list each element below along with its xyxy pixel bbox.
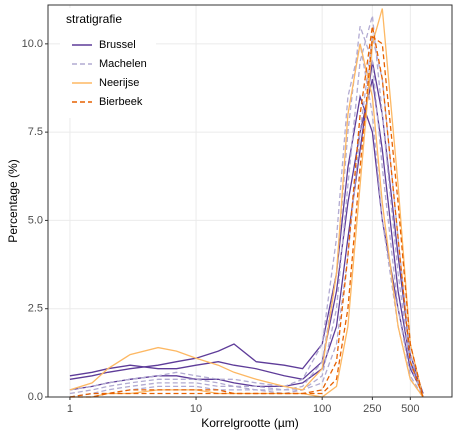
curve <box>69 36 424 398</box>
curve <box>69 43 424 398</box>
y-tick-label: 0.0 <box>28 391 43 403</box>
legend-background <box>60 8 156 118</box>
legend: stratigrafie Brussel Machelen Neerijse Bier… <box>60 8 156 118</box>
x-tick-label: 100 <box>313 403 331 415</box>
legend-label: Bierbeek <box>99 96 143 108</box>
x-tick-label: 500 <box>401 403 419 415</box>
curve <box>69 8 424 398</box>
legend-title: stratigrafie <box>66 12 122 26</box>
curve <box>69 26 424 398</box>
y-tick-label: 2.5 <box>28 303 43 315</box>
legend-label: Brussel <box>99 39 136 51</box>
y-axis-title: Percentage (%) <box>6 159 20 242</box>
y-tick-label: 7.5 <box>28 126 43 138</box>
x-axis-title: Korrelgrootte (µm) <box>201 416 299 430</box>
legend-label: Machelen <box>99 58 147 70</box>
y-tick-label: 5.0 <box>28 214 43 226</box>
x-tick-label: 1 <box>67 403 73 415</box>
curve <box>69 15 424 398</box>
curve <box>69 35 424 398</box>
y-tick-label: 10.0 <box>22 38 43 50</box>
x-tick-label: 10 <box>190 403 202 415</box>
x-tick-label: 250 <box>363 403 381 415</box>
panel-border <box>47 4 453 398</box>
legend-label: Neerijse <box>99 77 139 89</box>
